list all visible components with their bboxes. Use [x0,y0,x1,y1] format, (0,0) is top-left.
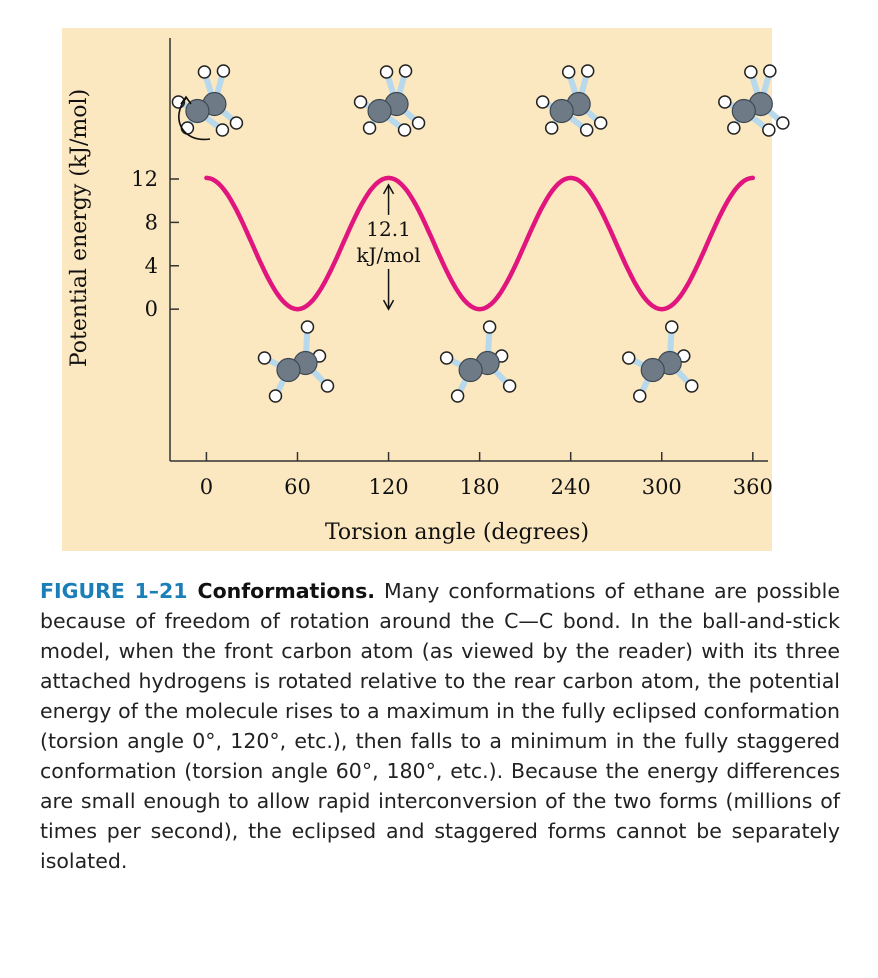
front-carbon-atom [185,98,210,124]
y-axis-ticks: 0 4 8 12 [131,167,179,321]
eclipsed-ethane-model [353,64,426,137]
hydrogen-atom [300,320,315,334]
front-carbon-atom [549,98,574,124]
hydrogen-atom [502,379,517,393]
annotation-arrowhead-up [382,183,395,195]
x-tick-label: 180 [460,475,500,499]
hydrogen-atom [482,320,497,334]
hydrogen-atom [744,65,758,79]
hydrogen-atom [353,95,368,109]
x-tick-label: 240 [551,475,591,499]
hydrogen-atom [633,389,647,403]
annotation-unit: kJ/mol [356,243,420,267]
hydrogen-atom [535,95,550,109]
front-carbon-atom [640,357,665,383]
x-tick-label: 0 [200,475,213,499]
staggered-ethane-model [622,320,699,403]
eclipsed-ethane-model [535,64,608,137]
rotation-arrowhead-icon [180,95,192,105]
hydrogen-atom [180,121,195,135]
y-tick-label: 0 [145,297,158,321]
y-tick-label: 4 [145,254,158,278]
figure-caption-body: Many conformations of ethane are possibl… [40,579,840,873]
front-carbon-atom [367,98,392,124]
hydrogen-atom [776,116,790,130]
y-tick-label: 12 [131,167,158,191]
hydrogen-atom [579,123,594,137]
hydrogen-atom [622,351,636,365]
x-tick-label: 120 [369,475,409,499]
annotation-arrowhead-down [382,299,395,311]
energy-curve-line [204,175,756,312]
eclipsed-ethane-model [171,64,244,137]
plot-background [62,28,772,551]
front-carbon-atom [458,357,483,383]
torsion-energy-chart: 0 4 8 12 0 60 120 180 240 300 360 12.1 kJ/mol Tor… [62,28,790,551]
staggered-ethane-model [257,320,335,403]
staggered-ethane-model [439,320,517,403]
hydrogen-atom [216,64,231,78]
hydrogen-atom [397,123,412,137]
hydrogen-atom [398,64,413,78]
hydrogen-atom [362,121,377,135]
x-axis-title: Torsion angle (degrees) [325,520,589,545]
hydrogen-atom [561,65,576,79]
ethane-molecule-models [171,64,790,403]
energy-difference-annotation: 12.1 kJ/mol [356,183,421,311]
front-carbon-atom [276,357,301,383]
hydrogen-atom [727,121,741,135]
hydrogen-atom [450,389,465,403]
figure-heading: Conformations. [197,579,376,603]
x-tick-label: 60 [284,475,311,499]
hydrogen-atom [762,123,776,137]
hydrogen-atom [718,95,732,109]
hydrogen-atom [268,389,283,403]
x-tick-label: 360 [733,475,773,499]
hydrogen-atom [215,123,230,137]
hydrogen-atom [580,64,595,78]
hydrogen-atom [197,65,212,79]
rotation-arrow-icon [178,97,211,141]
hydrogen-atom [379,65,394,79]
figure-label: FIGURE 1–21 [40,579,188,603]
hydrogen-atom [685,379,699,393]
hydrogen-atom [229,116,244,130]
hydrogen-atom [665,320,679,334]
x-tick-label: 300 [642,475,682,499]
y-tick-label: 8 [145,210,158,234]
hydrogen-atom [763,64,777,78]
y-axis-title: Potential energy (kJ/mol) [67,89,92,367]
figure-caption: FIGURE 1–21 Conformations. Many conformat… [40,576,840,876]
annotation-value: 12.1 [366,217,411,241]
hydrogen-atom [544,121,559,135]
eclipsed-ethane-model [718,64,790,137]
hydrogen-atom [411,116,426,130]
x-axis-ticks: 0 60 120 180 240 300 360 [200,452,773,499]
hydrogen-atom [320,379,335,393]
front-carbon-atom [731,98,756,124]
hydrogen-atom [257,351,272,365]
hydrogen-atom [593,116,608,130]
hydrogen-atom [439,351,454,365]
